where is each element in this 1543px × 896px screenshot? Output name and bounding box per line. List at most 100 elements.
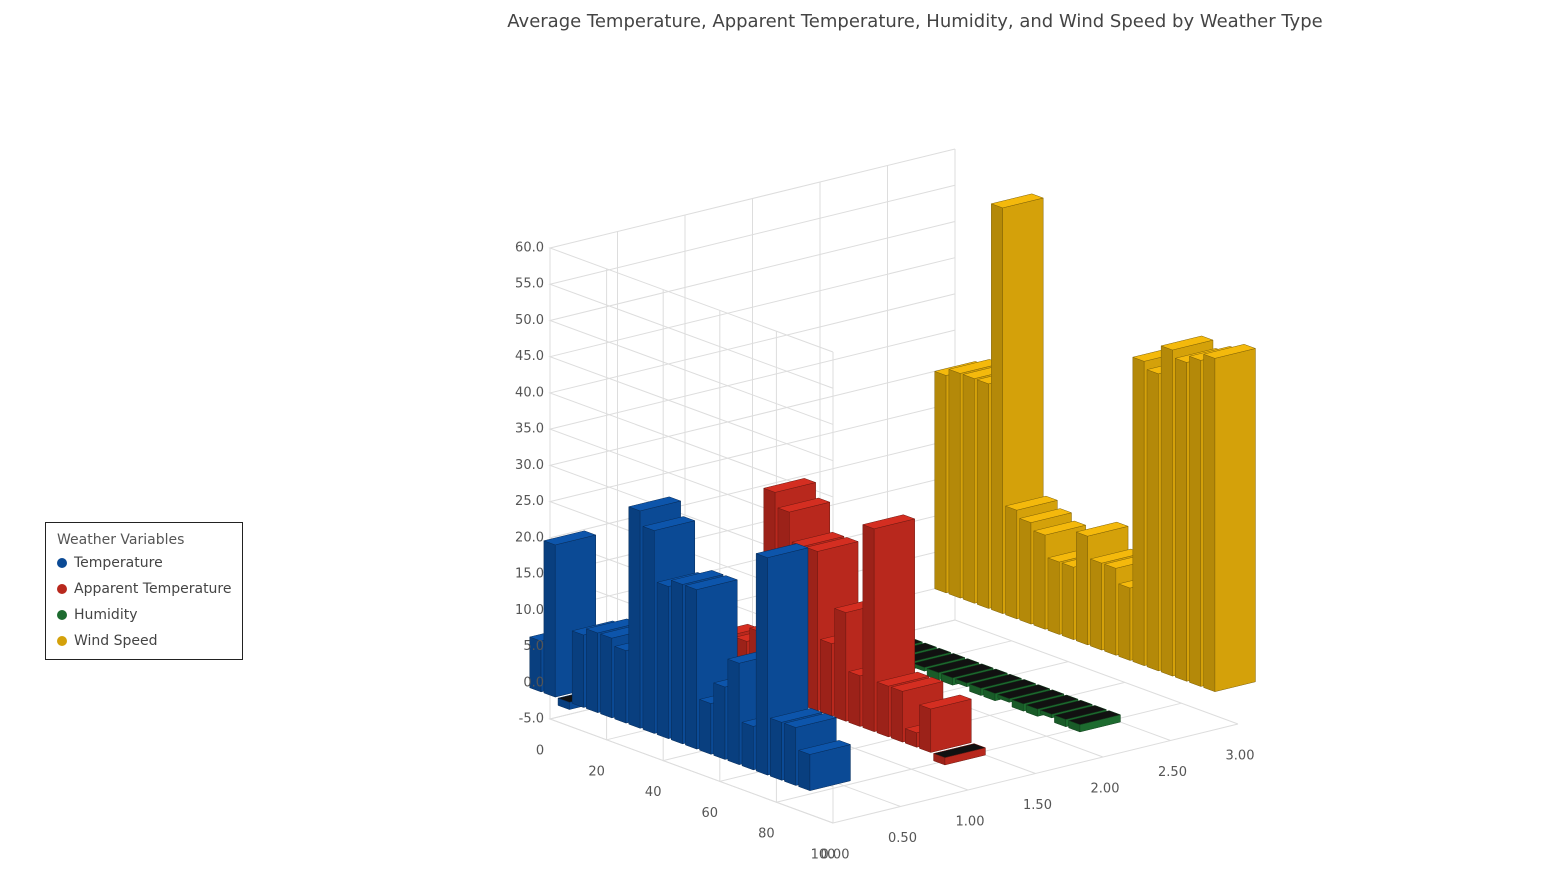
x-tick-label: 40	[645, 785, 662, 800]
bar-face	[805, 537, 859, 552]
bar	[918, 694, 973, 753]
bar-face	[1076, 531, 1088, 646]
bar-face	[1075, 521, 1129, 537]
bar-face	[1160, 335, 1214, 351]
z-tick-label: 1.00	[956, 815, 985, 830]
legend-marker	[57, 584, 67, 594]
bar-face	[642, 516, 696, 531]
bar-face	[642, 526, 655, 734]
bar-face	[976, 379, 989, 609]
legend-marker	[57, 610, 67, 620]
bar-face	[820, 639, 832, 717]
bar-face	[627, 496, 682, 512]
bar-face	[777, 497, 831, 513]
y-tick-label: 20.0	[515, 530, 544, 545]
bar-face	[876, 671, 930, 687]
bar-face	[755, 553, 768, 776]
bar-face	[1005, 505, 1018, 620]
bar-face	[1004, 495, 1059, 511]
bar-face	[912, 653, 966, 668]
bar-face	[770, 717, 782, 781]
bar-face	[862, 524, 875, 733]
z-tick-label: 2.50	[1158, 765, 1187, 780]
bar-face	[685, 585, 697, 750]
bar-face	[1067, 710, 1122, 725]
grid-line	[549, 248, 834, 824]
y-tick-label: 55.0	[515, 277, 544, 292]
legend-box	[45, 522, 243, 660]
bar-face	[1033, 530, 1046, 630]
bar-face	[1189, 355, 1202, 687]
bar-face	[1214, 348, 1256, 692]
bar-face	[1203, 353, 1216, 693]
y-tick-label: 50.0	[515, 313, 544, 328]
bar-face	[741, 721, 754, 771]
y-tick-label: 60.0	[515, 241, 544, 256]
bar-face	[797, 740, 852, 755]
bar-face	[1019, 518, 1032, 625]
bar-face	[1132, 356, 1145, 667]
bar-face	[1175, 357, 1187, 682]
legend-label: Apparent Temperature	[74, 581, 232, 597]
bar-face	[1053, 705, 1108, 720]
bar-face	[1146, 369, 1159, 672]
legend-label: Humidity	[74, 607, 137, 623]
bar-face	[861, 514, 916, 530]
z-tick-label: 3.00	[1226, 749, 1255, 764]
y-tick-label: 40.0	[515, 385, 544, 400]
z-tick-label: 0.50	[888, 831, 917, 846]
y-tick-label: 15.0	[515, 567, 544, 582]
bar-face	[1047, 557, 1060, 635]
bar-face	[932, 743, 987, 758]
bar-face	[543, 530, 597, 546]
bar-face	[784, 722, 797, 786]
legend-title: Weather Variables	[57, 532, 184, 548]
grid-line	[954, 149, 1239, 725]
z-tick-label: 1.50	[1023, 798, 1052, 813]
bar-face	[755, 543, 809, 558]
bar-face	[918, 694, 973, 710]
bar-face	[1104, 563, 1117, 656]
bar-face	[948, 368, 961, 599]
bar-face	[876, 681, 889, 738]
y-tick-label: 25.0	[515, 494, 544, 509]
bar-face	[628, 506, 641, 729]
legend-label: Temperature	[73, 555, 163, 571]
bar-face	[769, 707, 823, 723]
bar-face	[600, 633, 613, 719]
bar-face	[848, 671, 861, 727]
y-tick-label: 0.0	[523, 675, 544, 690]
bar-face	[586, 628, 598, 714]
bar-face	[890, 677, 944, 692]
bar-face	[1025, 694, 1079, 710]
bar-face	[934, 370, 947, 594]
z-tick-label: 2.00	[1091, 782, 1120, 797]
legend-label: Wind Speed	[74, 633, 158, 649]
bar-face	[990, 193, 1045, 209]
y-tick-label: 35.0	[515, 422, 544, 437]
bar-face	[671, 579, 683, 745]
legend-marker	[57, 636, 67, 646]
bar-face	[962, 374, 975, 604]
y-tick-label: 5.0	[523, 639, 544, 654]
bar-face	[614, 646, 627, 724]
bar-face	[798, 749, 811, 792]
bar-face	[713, 682, 726, 760]
bar-face	[1202, 344, 1257, 359]
bar-face	[890, 686, 903, 743]
bar-face	[968, 673, 1023, 689]
bar-face	[982, 679, 1037, 694]
bar-face	[1032, 520, 1087, 536]
bar	[1202, 344, 1257, 693]
bar-face	[1011, 689, 1065, 705]
x-tick-label: 60	[702, 806, 719, 821]
bar-face	[1160, 345, 1173, 677]
x-tick-label: 20	[588, 764, 605, 779]
chart-title: Average Temperature, Apparent Temperatur…	[507, 11, 1322, 32]
bar-face	[940, 663, 994, 679]
bar-face	[991, 203, 1003, 615]
bar-face	[783, 713, 838, 728]
bar-face	[954, 668, 1009, 684]
bar-face	[834, 608, 847, 722]
